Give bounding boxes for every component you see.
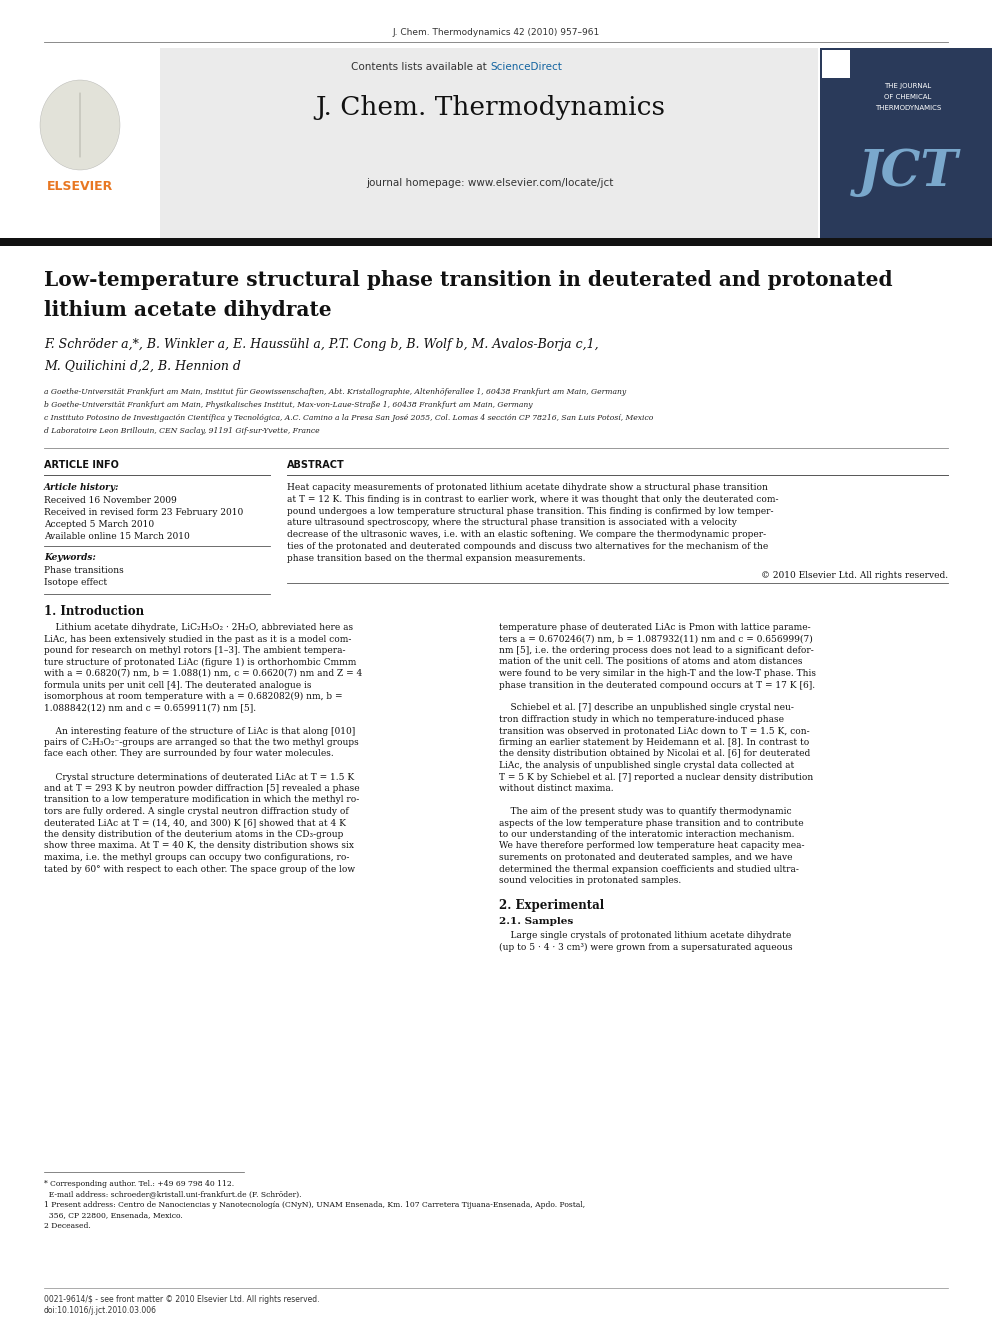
Text: ature ultrasound spectroscopy, where the structural phase transition is associat: ature ultrasound spectroscopy, where the… (287, 519, 737, 528)
Text: temperature phase of deuterated LiAc is Pmon with lattice parame-: temperature phase of deuterated LiAc is … (499, 623, 810, 632)
Text: ELSEVIER: ELSEVIER (47, 180, 113, 193)
Text: ters a = 0.670246(7) nm, b = 1.087932(11) nm and c = 0.656999(7): ters a = 0.670246(7) nm, b = 1.087932(11… (499, 635, 812, 643)
Text: lithium acetate dihydrate: lithium acetate dihydrate (44, 300, 331, 320)
Text: ScienceDirect: ScienceDirect (490, 62, 561, 71)
Text: E-mail address: schroeder@kristall.uni-frankfurt.de (F. Schröder).: E-mail address: schroeder@kristall.uni-f… (44, 1191, 302, 1199)
Text: tated by 60° with respect to each other. The space group of the low: tated by 60° with respect to each other.… (44, 864, 355, 873)
Text: and at T = 293 K by neutron powder diffraction [5] revealed a phase: and at T = 293 K by neutron powder diffr… (44, 785, 360, 792)
Text: We have therefore performed low temperature heat capacity mea-: We have therefore performed low temperat… (499, 841, 805, 851)
Bar (820, 48, 992, 238)
Text: Accepted 5 March 2010: Accepted 5 March 2010 (44, 520, 154, 529)
Text: Low-temperature structural phase transition in deuterated and protonated: Low-temperature structural phase transit… (44, 270, 893, 290)
Text: nm [5], i.e. the ordering process does not lead to a significant defor-: nm [5], i.e. the ordering process does n… (499, 646, 813, 655)
Text: a Goethe-Universität Frankfurt am Main, Institut für Geowissenschaften, Abt. Kri: a Goethe-Universität Frankfurt am Main, … (44, 388, 626, 396)
Ellipse shape (40, 79, 120, 169)
Text: were found to be very similar in the high-T and the low-T phase. This: were found to be very similar in the hig… (499, 669, 816, 677)
Text: decrease of the ultrasonic waves, i.e. with an elastic softening. We compare the: decrease of the ultrasonic waves, i.e. w… (287, 531, 766, 540)
Text: c Instituto Potosino de Investigación Científica y Tecnológica, A.C. Camino a la: c Instituto Potosino de Investigación Ci… (44, 414, 654, 422)
Text: M. Quilichini d,2, B. Hennion d: M. Quilichini d,2, B. Hennion d (44, 360, 241, 373)
Bar (0, 238, 992, 246)
Text: with a = 0.6820(7) nm, b = 1.088(1) nm, c = 0.6620(7) nm and Z = 4: with a = 0.6820(7) nm, b = 1.088(1) nm, … (44, 669, 362, 677)
Text: 1. Introduction: 1. Introduction (44, 605, 144, 618)
Text: Article history:: Article history: (44, 483, 119, 492)
Text: 0021-9614/$ - see front matter © 2010 Elsevier Ltd. All rights reserved.: 0021-9614/$ - see front matter © 2010 El… (44, 1295, 319, 1304)
Text: Received in revised form 23 February 2010: Received in revised form 23 February 201… (44, 508, 243, 517)
Text: firming an earlier statement by Heidemann et al. [8]. In contrast to: firming an earlier statement by Heideman… (499, 738, 809, 747)
Text: to our understanding of the interatomic interaction mechanism.: to our understanding of the interatomic … (499, 830, 795, 839)
Text: 356, CP 22800, Ensenada, Mexico.: 356, CP 22800, Ensenada, Mexico. (44, 1212, 183, 1220)
Text: pound undergoes a low temperature structural phase transition. This finding is c: pound undergoes a low temperature struct… (287, 507, 774, 516)
Text: pound for research on methyl rotors [1–3]. The ambient tempera-: pound for research on methyl rotors [1–3… (44, 646, 345, 655)
Text: aspects of the low temperature phase transition and to contribute: aspects of the low temperature phase tra… (499, 819, 804, 827)
Text: ARTICLE INFO: ARTICLE INFO (44, 460, 119, 470)
Bar (0, 48, 160, 213)
Text: 1 Present address: Centro de Nanociencias y Nanotecnología (CNyN), UNAM Ensenada: 1 Present address: Centro de Nanociencia… (44, 1201, 585, 1209)
Text: doi:10.1016/j.jct.2010.03.006: doi:10.1016/j.jct.2010.03.006 (44, 1306, 157, 1315)
Text: mation of the unit cell. The positions of atoms and atom distances: mation of the unit cell. The positions o… (499, 658, 803, 667)
Text: d Laboratoire Leon Brillouin, CEN Saclay, 91191 Gif-sur-Yvette, France: d Laboratoire Leon Brillouin, CEN Saclay… (44, 427, 319, 435)
Text: J. Chem. Thermodynamics 42 (2010) 957–961: J. Chem. Thermodynamics 42 (2010) 957–96… (393, 28, 599, 37)
Bar (822, 50, 850, 78)
Text: F. Schröder a,*, B. Winkler a, E. Haussühl a, P.T. Cong b, B. Wolf b, M. Avalos-: F. Schröder a,*, B. Winkler a, E. Haussü… (44, 337, 598, 351)
Text: (up to 5 · 4 · 3 cm³) were grown from a supersaturated aqueous: (up to 5 · 4 · 3 cm³) were grown from a … (499, 942, 793, 951)
Text: b Goethe-Universität Frankfurt am Main, Physikalisches Institut, Max-von-Laue-St: b Goethe-Universität Frankfurt am Main, … (44, 401, 533, 409)
Text: LiAc, has been extensively studied in the past as it is a model com-: LiAc, has been extensively studied in th… (44, 635, 351, 643)
Text: 1.088842(12) nm and c = 0.659911(7) nm [5].: 1.088842(12) nm and c = 0.659911(7) nm [… (44, 704, 256, 713)
Text: Available online 15 March 2010: Available online 15 March 2010 (44, 532, 189, 541)
Text: sound velocities in protonated samples.: sound velocities in protonated samples. (499, 876, 682, 885)
Text: OF CHEMICAL: OF CHEMICAL (884, 94, 931, 101)
Text: tors are fully ordered. A single crystal neutron diffraction study of: tors are fully ordered. A single crystal… (44, 807, 348, 816)
Text: LiAc, the analysis of unpublished single crystal data collected at: LiAc, the analysis of unpublished single… (499, 761, 795, 770)
Text: maxima, i.e. the methyl groups can occupy two configurations, ro-: maxima, i.e. the methyl groups can occup… (44, 853, 349, 863)
Text: Keywords:: Keywords: (44, 553, 96, 562)
Text: formula units per unit cell [4]. The deuterated analogue is: formula units per unit cell [4]. The deu… (44, 680, 311, 689)
Text: the density distribution of the deuterium atoms in the CD₃-group: the density distribution of the deuteriu… (44, 830, 343, 839)
Text: JCT: JCT (858, 148, 958, 197)
Bar (160, 48, 818, 238)
Text: journal homepage: www.elsevier.com/locate/jct: journal homepage: www.elsevier.com/locat… (366, 179, 614, 188)
Text: © 2010 Elsevier Ltd. All rights reserved.: © 2010 Elsevier Ltd. All rights reserved… (761, 572, 948, 579)
Text: pairs of C₂H₃O₂⁻-groups are arranged so that the two methyl groups: pairs of C₂H₃O₂⁻-groups are arranged so … (44, 738, 359, 747)
Text: phase transition in the deuterated compound occurs at T = 17 K [6].: phase transition in the deuterated compo… (499, 680, 815, 689)
Text: phase transition based on the thermal expansion measurements.: phase transition based on the thermal ex… (287, 554, 585, 562)
Text: Received 16 November 2009: Received 16 November 2009 (44, 496, 177, 505)
Text: deuterated LiAc at T = (14, 40, and 300) K [6] showed that at 4 K: deuterated LiAc at T = (14, 40, and 300)… (44, 819, 346, 827)
Text: transition to a low temperature modification in which the methyl ro-: transition to a low temperature modifica… (44, 795, 359, 804)
Text: without distinct maxima.: without distinct maxima. (499, 785, 614, 792)
Text: J. Chem. Thermodynamics: J. Chem. Thermodynamics (315, 95, 665, 120)
Text: Lithium acetate dihydrate, LiC₂H₃O₂ · 2H₂O, abbreviated here as: Lithium acetate dihydrate, LiC₂H₃O₂ · 2H… (44, 623, 353, 632)
Text: surements on protonated and deuterated samples, and we have: surements on protonated and deuterated s… (499, 853, 793, 863)
Text: determined the thermal expansion coefficients and studied ultra-: determined the thermal expansion coeffic… (499, 864, 799, 873)
Text: ture structure of protonated LiAc (figure 1) is orthorhombic Cmmm: ture structure of protonated LiAc (figur… (44, 658, 356, 667)
Text: THERMODYNAMICS: THERMODYNAMICS (875, 105, 941, 111)
Text: ABSTRACT: ABSTRACT (287, 460, 345, 470)
Text: 2. Experimental: 2. Experimental (499, 900, 604, 912)
Text: The aim of the present study was to quantify thermodynamic: The aim of the present study was to quan… (499, 807, 792, 816)
Text: the density distribution obtained by Nicolai et al. [6] for deuterated: the density distribution obtained by Nic… (499, 750, 810, 758)
Text: Isotope effect: Isotope effect (44, 578, 107, 587)
Text: Phase transitions: Phase transitions (44, 566, 124, 576)
Text: Large single crystals of protonated lithium acetate dihydrate: Large single crystals of protonated lith… (499, 931, 792, 941)
Text: at T = 12 K. This finding is in contrast to earlier work, where it was thought t: at T = 12 K. This finding is in contrast… (287, 495, 779, 504)
Text: An interesting feature of the structure of LiAc is that along [010]: An interesting feature of the structure … (44, 726, 355, 736)
Text: face each other. They are surrounded by four water molecules.: face each other. They are surrounded by … (44, 750, 333, 758)
Text: show three maxima. At T = 40 K, the density distribution shows six: show three maxima. At T = 40 K, the dens… (44, 841, 354, 851)
Text: Schiebel et al. [7] describe an unpublished single crystal neu-: Schiebel et al. [7] describe an unpublis… (499, 704, 794, 713)
Text: THE JOURNAL: THE JOURNAL (885, 83, 931, 89)
Text: ties of the protonated and deuterated compounds and discuss two alternatives for: ties of the protonated and deuterated co… (287, 542, 768, 550)
Text: * Corresponding author. Tel.: +49 69 798 40 112.: * Corresponding author. Tel.: +49 69 798… (44, 1180, 234, 1188)
Text: Crystal structure determinations of deuterated LiAc at T = 1.5 K: Crystal structure determinations of deut… (44, 773, 354, 782)
Text: 2.1. Samples: 2.1. Samples (499, 917, 573, 926)
Text: 2 Deceased.: 2 Deceased. (44, 1222, 90, 1230)
Text: transition was observed in protonated LiAc down to T = 1.5 K, con-: transition was observed in protonated Li… (499, 726, 809, 736)
Text: Heat capacity measurements of protonated lithium acetate dihydrate show a struct: Heat capacity measurements of protonated… (287, 483, 768, 492)
Text: Contents lists available at: Contents lists available at (351, 62, 490, 71)
Text: T = 5 K by Schiebel et al. [7] reported a nuclear density distribution: T = 5 K by Schiebel et al. [7] reported … (499, 773, 813, 782)
Text: isomorphous at room temperature with a = 0.682082(9) nm, b =: isomorphous at room temperature with a =… (44, 692, 342, 701)
Text: tron diffraction study in which no temperature-induced phase: tron diffraction study in which no tempe… (499, 714, 784, 724)
